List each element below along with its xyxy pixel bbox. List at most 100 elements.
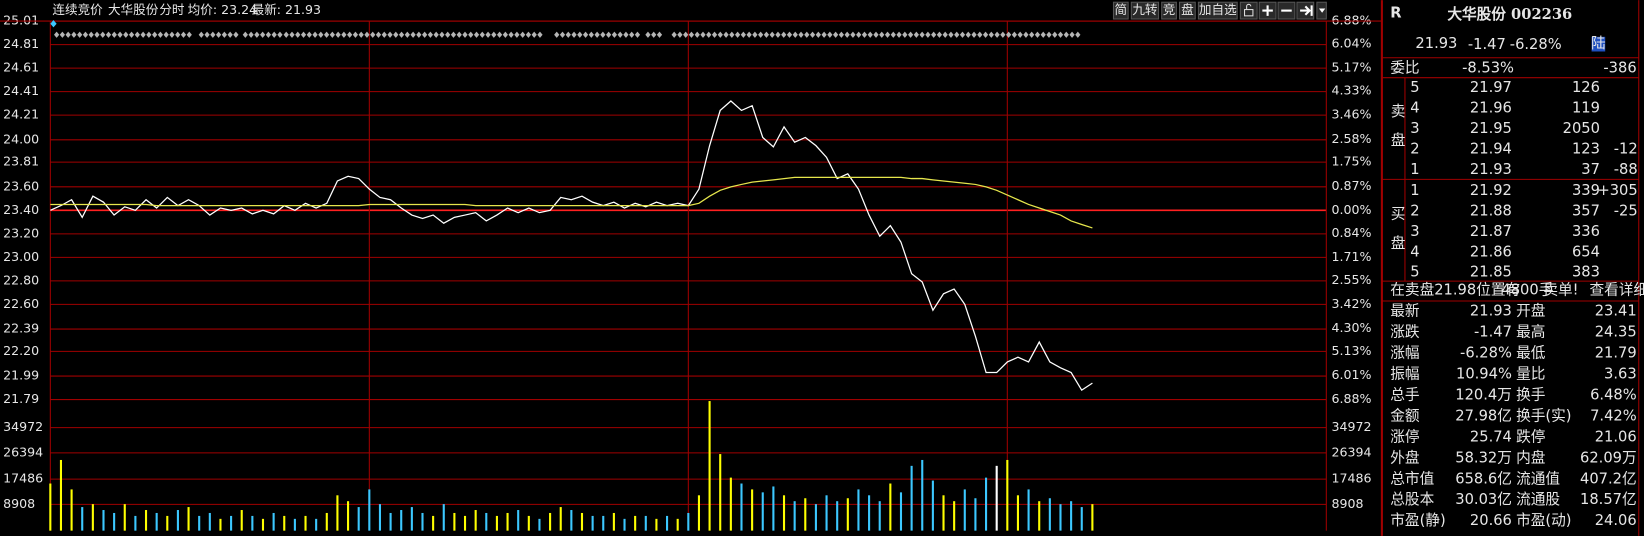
stat-label: 振幅 <box>1390 365 1419 382</box>
y2-tick-label: 2.58% <box>1332 131 1372 146</box>
volume-bar <box>751 489 754 531</box>
stat-label: 开盘 <box>1516 302 1546 320</box>
book-volume: 126 <box>1572 79 1600 96</box>
volume-bar <box>144 510 148 531</box>
stat-value: 23.41 <box>1595 303 1637 320</box>
stat-value: 24.06 <box>1595 512 1637 529</box>
auction-marker <box>233 31 239 38</box>
auction-marker <box>971 31 977 38</box>
auction-marker <box>94 31 100 38</box>
auction-marker <box>752 31 758 38</box>
volume-bar <box>772 486 775 531</box>
book-level: 4 <box>1410 243 1419 260</box>
notice-text: 在卖盘21.98位置有 <box>1390 281 1520 299</box>
y2-tick-label: 1.71% <box>1332 249 1372 264</box>
volume-bar <box>134 515 137 531</box>
auction-marker <box>295 31 301 38</box>
auction-marker <box>588 31 594 38</box>
toolbar-button[interactable] <box>1179 1 1196 20</box>
auction-marker <box>884 31 891 38</box>
auction-marker <box>1040 31 1046 38</box>
stat-label: 换手(实) <box>1516 407 1571 424</box>
toolbar-label[interactable]: 竞 <box>1163 2 1176 17</box>
auction-marker <box>53 31 60 38</box>
volume-bar <box>506 512 509 531</box>
volume-bar <box>219 518 222 531</box>
stat-value: 120.4万 <box>1455 386 1512 403</box>
toolbar-label[interactable]: 加自选 <box>1199 2 1237 17</box>
toolbar-label[interactable]: 九转 <box>1132 2 1158 17</box>
volume-bar <box>485 512 488 531</box>
y-tick-label: 22.20 <box>3 343 39 358</box>
notice-link[interactable]: 查看详细 <box>1589 282 1644 299</box>
auction-marker <box>105 31 112 38</box>
toolbar-label[interactable]: 盘 <box>1181 2 1194 17</box>
auction-marker <box>410 31 416 38</box>
auction-marker <box>134 31 140 38</box>
stat-label: 跌停 <box>1516 428 1545 445</box>
auction-marker <box>706 31 712 38</box>
auction-marker <box>1034 31 1041 38</box>
stat-value: 10.94% <box>1456 365 1512 382</box>
auction-marker <box>152 31 158 38</box>
volume-bar <box>623 518 626 531</box>
toolbar-button[interactable] <box>1161 1 1177 20</box>
stat-value: 58.32万 <box>1455 449 1512 466</box>
stat-value: -6.28% <box>1460 344 1512 361</box>
auction-marker <box>781 31 787 38</box>
toolbar-button[interactable] <box>1112 1 1129 20</box>
stat-value: 20.66 <box>1470 512 1512 529</box>
ratio-pct: -8.53% <box>1462 59 1514 76</box>
stat-label: 总股本 <box>1390 491 1434 508</box>
volume-bar <box>655 518 658 531</box>
auction-marker <box>554 31 560 38</box>
toolbar-button[interactable] <box>1197 1 1238 20</box>
auction-marker <box>242 31 248 38</box>
volume-bar <box>931 480 934 531</box>
auction-marker <box>729 31 735 38</box>
volume-bar <box>1091 504 1094 531</box>
volume-bar <box>602 515 605 531</box>
auction-marker <box>254 31 260 38</box>
y2-tick-label: 6.04% <box>1332 36 1372 51</box>
auction-marker <box>375 31 382 38</box>
volume-bar <box>666 515 669 531</box>
volume-bar <box>761 492 764 531</box>
volume-bar <box>953 501 956 531</box>
volume-bar <box>378 504 382 531</box>
y2-tick-label: 5.17% <box>1332 60 1372 75</box>
volume-bar <box>91 504 94 531</box>
volume-bar <box>857 489 860 531</box>
book-level: 2 <box>1410 202 1419 219</box>
auction-marker <box>381 31 387 38</box>
y-tick-label: 24.81 <box>3 36 39 51</box>
expand-glyph <box>1300 5 1313 16</box>
toolbar-label[interactable]: 简 <box>1115 2 1128 17</box>
auction-marker <box>645 31 651 38</box>
book-level: 3 <box>1410 223 1419 240</box>
auction-marker <box>525 31 532 38</box>
volume-bar <box>1059 504 1062 531</box>
toolbar-button[interactable] <box>1130 1 1160 20</box>
y2-tick-label: 6.88% <box>1332 391 1372 406</box>
volume-bar <box>113 512 116 531</box>
y-tick-label: 22.39 <box>3 321 39 336</box>
y2-tick-label: 5.13% <box>1332 343 1372 358</box>
auction-marker <box>398 31 405 38</box>
auction-marker <box>977 31 983 38</box>
book-level: 4 <box>1410 100 1419 117</box>
lock-shackle <box>1246 3 1252 10</box>
auction-marker <box>456 31 462 38</box>
auction-marker <box>100 31 106 38</box>
price-line <box>50 100 1093 392</box>
auction-marker <box>427 31 434 38</box>
auction-marker <box>128 31 135 38</box>
header-mode: 连续竞价 <box>52 2 103 17</box>
volume-tick-label-right: 8908 <box>1332 496 1364 511</box>
volume-tick-label-right: 26394 <box>1332 444 1372 459</box>
auction-marker <box>861 31 868 38</box>
volume-bar <box>974 498 977 531</box>
y-tick-label: 24.00 <box>3 131 39 146</box>
auction-marker <box>571 31 577 38</box>
